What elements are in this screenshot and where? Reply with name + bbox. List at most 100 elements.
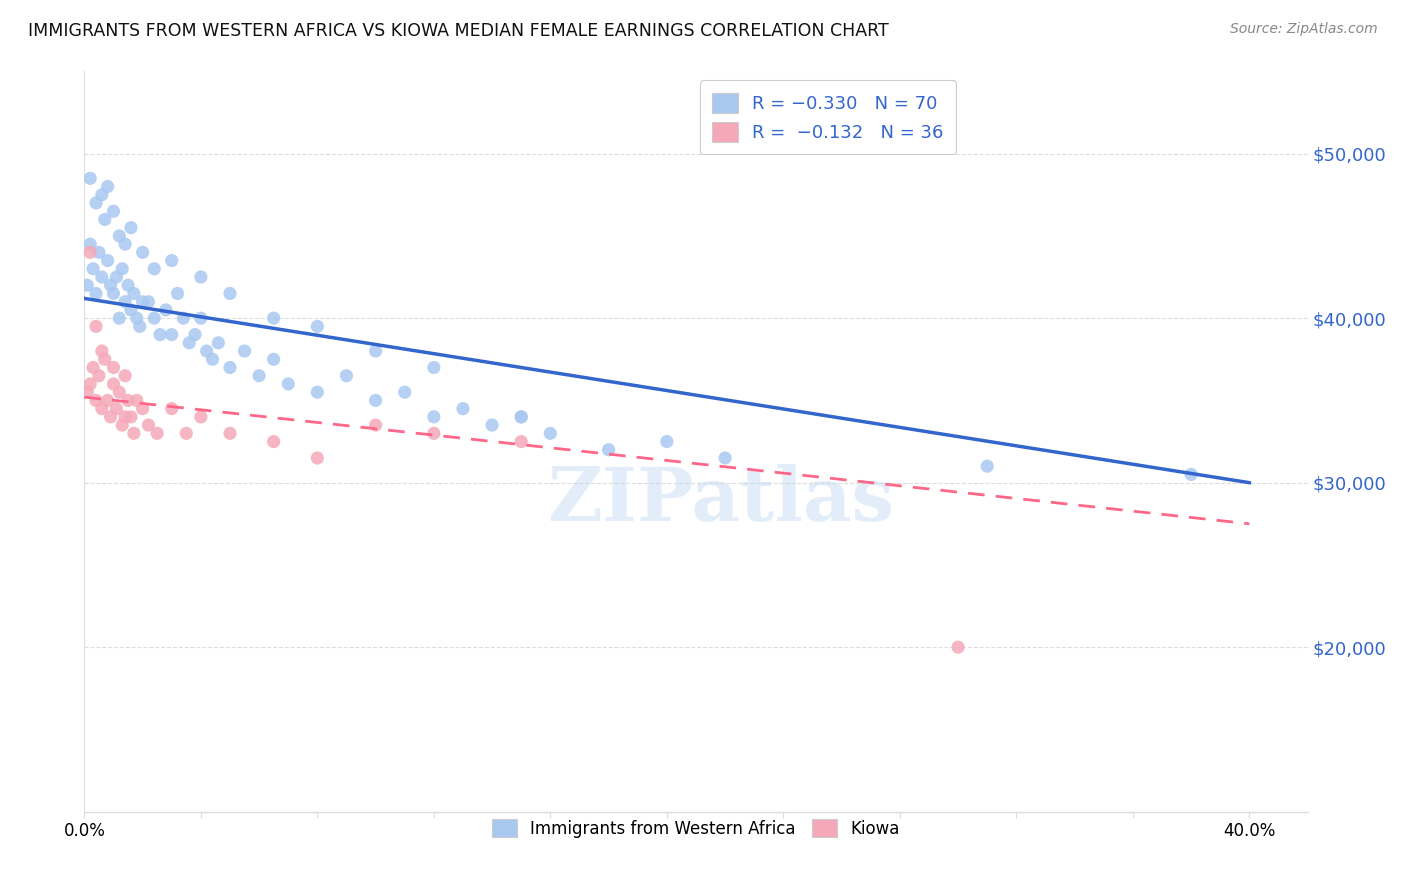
Point — [90, 344, 112, 359]
Point — [105, 270, 128, 285]
Point — [364, 418, 387, 433]
Point — [87, 368, 110, 383]
Point — [190, 311, 212, 326]
Point — [103, 286, 125, 301]
Point — [598, 442, 620, 457]
Point — [976, 459, 998, 474]
Point — [277, 376, 299, 391]
Point — [90, 187, 112, 202]
Point — [128, 319, 150, 334]
Point — [82, 261, 104, 276]
Point — [307, 319, 329, 334]
Point — [190, 409, 212, 424]
Point — [122, 286, 145, 301]
Point — [125, 311, 148, 326]
Legend: Immigrants from Western Africa, Kiowa: Immigrants from Western Africa, Kiowa — [482, 809, 910, 847]
Point — [114, 294, 136, 309]
Point — [179, 335, 201, 350]
Point — [195, 344, 218, 359]
Point — [93, 352, 115, 367]
Point — [97, 179, 120, 194]
Point — [174, 426, 197, 441]
Point — [120, 409, 142, 424]
Point — [219, 426, 242, 441]
Point — [263, 434, 285, 449]
Point — [219, 360, 242, 375]
Point — [79, 376, 101, 391]
Point — [90, 270, 112, 285]
Point — [79, 245, 101, 260]
Point — [655, 434, 678, 449]
Point — [111, 261, 134, 276]
Point — [263, 352, 285, 367]
Point — [87, 245, 110, 260]
Point — [84, 286, 107, 301]
Point — [76, 278, 98, 293]
Point — [97, 253, 120, 268]
Point — [263, 311, 285, 326]
Point — [138, 418, 160, 433]
Point — [247, 368, 270, 383]
Point — [166, 286, 188, 301]
Point — [111, 418, 134, 433]
Point — [172, 311, 194, 326]
Point — [160, 253, 183, 268]
Point — [510, 434, 533, 449]
Point — [946, 640, 969, 655]
Point — [451, 401, 474, 416]
Point — [93, 212, 115, 227]
Point — [131, 401, 153, 416]
Point — [481, 418, 503, 433]
Point — [97, 393, 120, 408]
Point — [143, 311, 166, 326]
Point — [79, 237, 101, 252]
Point — [103, 376, 125, 391]
Point — [307, 450, 329, 465]
Point — [131, 294, 153, 309]
Point — [114, 368, 136, 383]
Point — [233, 344, 256, 359]
Point — [201, 352, 224, 367]
Point — [103, 360, 125, 375]
Point — [160, 327, 183, 342]
Point — [84, 196, 107, 211]
Point — [114, 409, 136, 424]
Point — [335, 368, 357, 383]
Text: Source: ZipAtlas.com: Source: ZipAtlas.com — [1230, 22, 1378, 37]
Point — [120, 220, 142, 235]
Point — [131, 245, 153, 260]
Point — [423, 426, 446, 441]
Point — [82, 360, 104, 375]
Point — [108, 311, 131, 326]
Point — [184, 327, 207, 342]
Point — [79, 171, 101, 186]
Point — [105, 401, 128, 416]
Point — [207, 335, 229, 350]
Point — [125, 393, 148, 408]
Point — [103, 204, 125, 219]
Point — [538, 426, 561, 441]
Point — [1180, 467, 1202, 482]
Point — [364, 393, 387, 408]
Point — [510, 409, 533, 424]
Point — [394, 385, 416, 400]
Point — [108, 228, 131, 243]
Point — [117, 278, 139, 293]
Point — [76, 385, 98, 400]
Point — [146, 426, 169, 441]
Point — [120, 302, 142, 317]
Point — [117, 393, 139, 408]
Point — [423, 360, 446, 375]
Point — [190, 270, 212, 285]
Point — [100, 409, 122, 424]
Point — [423, 409, 446, 424]
Point — [219, 286, 242, 301]
Point — [510, 409, 533, 424]
Point — [364, 344, 387, 359]
Point — [160, 401, 183, 416]
Point — [84, 319, 107, 334]
Point — [307, 385, 329, 400]
Point — [143, 261, 166, 276]
Point — [155, 302, 177, 317]
Point — [714, 450, 737, 465]
